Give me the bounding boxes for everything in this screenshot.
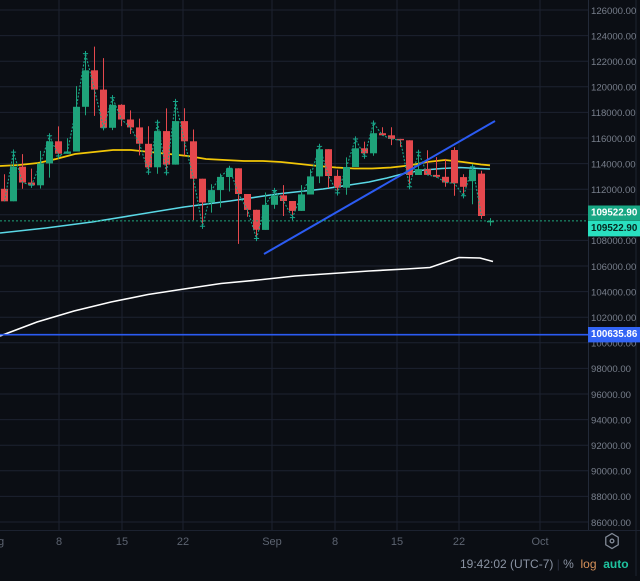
svg-text:22: 22 — [453, 536, 465, 548]
svg-text:124000.00: 124000.00 — [591, 31, 636, 42]
svg-text:120000.00: 120000.00 — [591, 83, 636, 94]
svg-text:98000.00: 98000.00 — [591, 364, 631, 375]
svg-text:100635.86: 100635.86 — [591, 329, 638, 340]
svg-text:109522.90: 109522.90 — [591, 223, 638, 234]
svg-text:8: 8 — [56, 536, 62, 548]
svg-text:22: 22 — [177, 536, 189, 548]
svg-text:106000.00: 106000.00 — [591, 262, 636, 273]
svg-text:86000.00: 86000.00 — [591, 518, 631, 529]
svg-text:126000.00: 126000.00 — [591, 6, 636, 17]
svg-text:108000.00: 108000.00 — [591, 236, 636, 247]
svg-text:88000.00: 88000.00 — [591, 492, 631, 503]
svg-text:96000.00: 96000.00 — [591, 390, 631, 401]
svg-text:122000.00: 122000.00 — [591, 57, 636, 68]
svg-text:112000.00: 112000.00 — [591, 185, 636, 196]
svg-text:15: 15 — [391, 536, 403, 548]
svg-text:94000.00: 94000.00 — [591, 415, 631, 426]
svg-text:8: 8 — [332, 536, 338, 548]
svg-text:109522.90: 109522.90 — [591, 208, 638, 219]
svg-text:Oct: Oct — [532, 536, 549, 548]
svg-text:g: g — [0, 536, 4, 548]
svg-text:92000.00: 92000.00 — [591, 441, 631, 452]
svg-text:90000.00: 90000.00 — [591, 467, 631, 478]
svg-text:104000.00: 104000.00 — [591, 287, 636, 298]
svg-text:116000.00: 116000.00 — [591, 134, 636, 145]
svg-text:Sep: Sep — [262, 536, 282, 548]
svg-text:15: 15 — [116, 536, 128, 548]
svg-text:118000.00: 118000.00 — [591, 108, 636, 119]
svg-text:114000.00: 114000.00 — [591, 159, 636, 170]
svg-text:102000.00: 102000.00 — [591, 313, 636, 324]
